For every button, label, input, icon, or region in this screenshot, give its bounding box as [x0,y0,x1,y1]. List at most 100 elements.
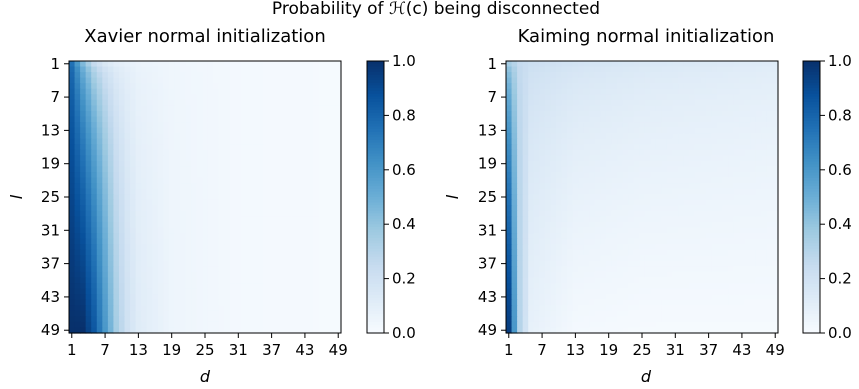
heatmap-cell [252,155,259,162]
heatmap-cell [533,305,540,312]
heatmap-cell [544,216,552,223]
heatmap-cell [296,249,303,256]
heatmap-cell [163,72,170,79]
heatmap-cell [202,61,209,68]
heatmap-cell [705,260,712,267]
heatmap-cell [241,166,248,173]
heatmap-cell [213,205,220,212]
heatmap-cell [302,166,309,173]
heatmap-cell [550,177,557,184]
heatmap-cell [91,305,98,312]
heatmap-cell [218,233,226,240]
heatmap-cell [313,177,320,184]
heatmap-cell [196,305,203,312]
heatmap-cell [174,72,181,79]
heatmap-cell [268,72,275,79]
heatmap-cell [594,122,601,129]
heatmap-cell [539,94,546,101]
heatmap-cell [700,316,707,323]
heatmap-cell [213,266,220,273]
heatmap-cell [174,77,181,84]
heatmap-cell [224,127,231,134]
heatmap-cell [772,299,779,306]
heatmap-cell [722,288,729,295]
heatmap-cell [224,210,231,218]
heatmap-cell [291,271,298,279]
heatmap-cell [522,199,529,206]
heatmap-cell [313,138,320,145]
heatmap-cell [705,227,712,234]
heatmap-cell [202,72,209,79]
heatmap-cell [252,127,259,134]
heatmap-cell [572,205,579,212]
heatmap-cell [739,160,746,168]
heatmap-cell [705,288,712,295]
heatmap-cell [766,271,774,279]
heatmap-cell [700,266,707,273]
heatmap-cell [241,283,248,290]
heatmap-cell [291,316,298,323]
heatmap-cell [91,94,98,101]
heatmap-cell [180,321,187,329]
heatmap-cell [622,244,629,251]
heatmap-cell [555,194,563,201]
heatmap-cell [152,138,159,145]
heatmap-cell [622,116,629,123]
heatmap-cell [672,271,679,279]
colorbar-segment [367,88,384,92]
heatmap-cell [517,133,524,140]
heatmap-cell [683,155,690,162]
heatmap-cell [80,277,87,284]
heatmap-cell [107,294,115,301]
heatmap-cell [544,99,552,107]
heatmap-cell [622,199,629,206]
heatmap-cell [107,133,115,140]
heatmap-cell [74,233,81,240]
heatmap-cell [180,305,187,312]
heatmap-cell [307,110,314,118]
heatmap-cell [628,188,635,195]
heatmap-cell [229,277,237,284]
heatmap-cell [246,110,253,118]
heatmap-cell [766,183,774,190]
heatmap-cell [207,149,214,156]
heatmap-cell [528,194,535,201]
heatmap-cell [218,183,226,190]
heatmap-cell [550,221,557,229]
heatmap-cell [335,66,342,73]
heatmap-cell [617,283,624,290]
heatmap-cell [335,199,342,206]
heatmap-cell [246,172,253,179]
heatmap-cell [605,255,613,262]
heatmap-cell [107,233,115,240]
heatmap-cell [517,310,524,317]
heatmap-cell [533,88,540,95]
heatmap-cell [279,205,287,212]
heatmap-cell [766,188,774,195]
heatmap-cell [241,66,248,73]
heatmap-cell [666,77,674,84]
heatmap-cell [152,83,159,90]
heatmap-cell [733,238,740,245]
heatmap-cell [313,294,320,301]
heatmap-cell [235,277,242,284]
heatmap-cell [733,210,740,218]
heatmap-cell [650,166,657,173]
heatmap-cell [324,238,331,245]
heatmap-cell [517,188,524,195]
heatmap-cell [583,316,590,323]
heatmap-cell [241,138,248,145]
heatmap-cell [102,183,109,190]
heatmap-cell [168,255,176,262]
heatmap-cell [146,277,153,284]
heatmap-cell [694,305,701,312]
heatmap-cell [544,160,552,168]
heatmap-cell [650,127,657,134]
heatmap-cell [163,127,170,134]
heatmap-cell [207,255,214,262]
heatmap-cell [252,94,259,101]
heatmap-cell [246,177,253,184]
heatmap-cell [506,210,513,218]
heatmap-cell [744,133,751,140]
heatmap-cell [744,310,751,317]
